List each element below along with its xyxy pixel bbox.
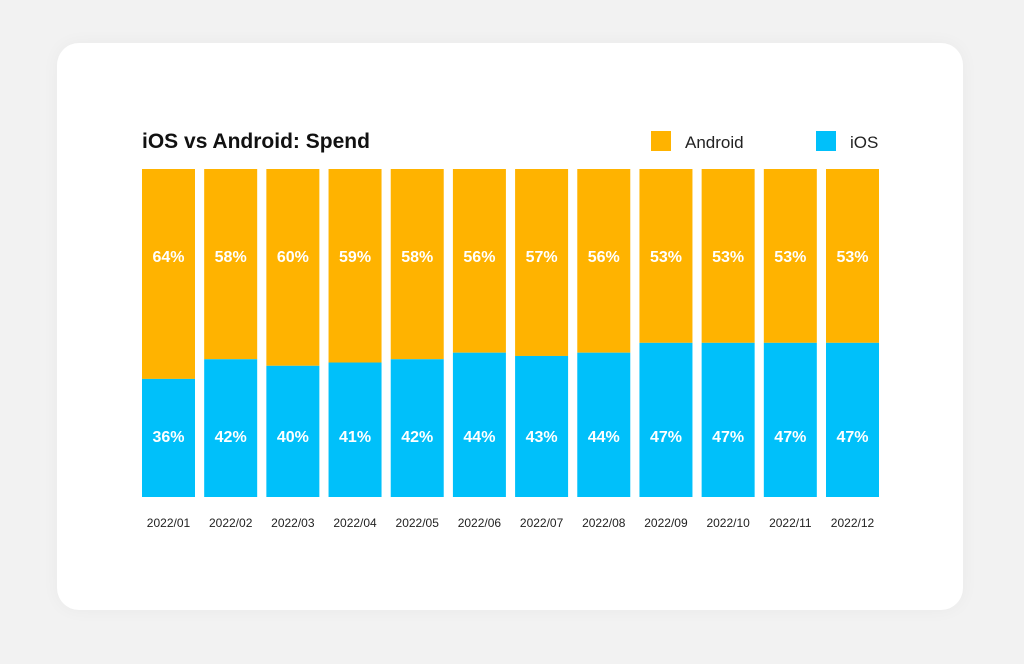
x-tick-label: 2022/08 [582,516,626,530]
x-tick-label: 2022/06 [458,516,502,530]
x-tick-label: 2022/04 [333,516,377,530]
bar-label-android: 56% [463,249,495,266]
bar-label-ios: 44% [463,429,495,446]
bars: 64% 36% 58% 42% 60% 40% 59% 41% 58% 42% 56% 44% 57% 4… [142,169,879,497]
x-tick-label: 2022/12 [831,516,875,530]
bar-ios [390,359,444,497]
bar-android [639,169,693,343]
bar-label-ios: 47% [774,429,806,446]
bar-ios [266,365,320,497]
bar-label-android: 58% [401,249,433,266]
bar-label-android: 57% [526,249,558,266]
bar-label-ios: 42% [401,429,433,446]
bar-ios [826,342,879,497]
bar-ios [204,359,258,497]
bar-android [763,169,817,343]
legend-label-ios: iOS [850,133,878,152]
bar-label-android: 60% [277,249,309,266]
bar-android [142,169,195,379]
bar-ios [639,342,693,497]
bar-ios [142,378,195,497]
bar-label-android: 53% [836,249,868,266]
legend-swatch-android [651,131,671,151]
bar-android [577,169,631,353]
x-tick-label: 2022/11 [769,516,812,530]
bar-ios [701,342,755,497]
bar-label-ios: 43% [526,429,558,446]
bar-label-ios: 41% [339,429,371,446]
bar-ios [763,342,817,497]
legend: Android iOS [651,131,878,152]
bar-android [701,169,755,343]
bar-android [515,169,569,356]
x-tick-label: 2022/09 [644,516,688,530]
x-axis-ticks: 2022/01 2022/02 2022/03 2022/04 2022/05 2022/… [147,516,875,530]
chart-title: iOS vs Android: Spend [142,130,370,153]
x-tick-label: 2022/03 [271,516,315,530]
bar-label-ios: 47% [712,429,744,446]
bar-label-ios: 47% [836,429,868,446]
bar-android [266,169,320,366]
bar-android [452,169,506,353]
bar-label-android: 53% [712,249,744,266]
bar-android [204,169,258,360]
legend-swatch-ios [816,131,836,151]
bar-label-android: 64% [152,249,184,266]
x-tick-label: 2022/05 [396,516,440,530]
bar-ios [452,352,506,497]
bar-label-android: 59% [339,249,371,266]
x-tick-label: 2022/07 [520,516,564,530]
bar-android [826,169,879,343]
bar-label-android: 56% [588,249,620,266]
x-tick-label: 2022/01 [147,516,191,530]
bar-label-android: 53% [774,249,806,266]
legend-label-android: Android [685,133,744,152]
x-tick-label: 2022/02 [209,516,253,530]
bar-android [390,169,444,360]
bar-ios [577,352,631,497]
bar-label-android: 53% [650,249,682,266]
bar-android [328,169,382,363]
bar-label-ios: 40% [277,429,309,446]
x-tick-label: 2022/10 [706,516,750,530]
bar-label-ios: 44% [588,429,620,446]
bar-ios [515,355,569,497]
bar-label-ios: 42% [215,429,247,446]
bar-label-ios: 36% [152,429,184,446]
bar-label-android: 58% [215,249,247,266]
bar-ios [328,362,382,497]
bar-label-ios: 47% [650,429,682,446]
